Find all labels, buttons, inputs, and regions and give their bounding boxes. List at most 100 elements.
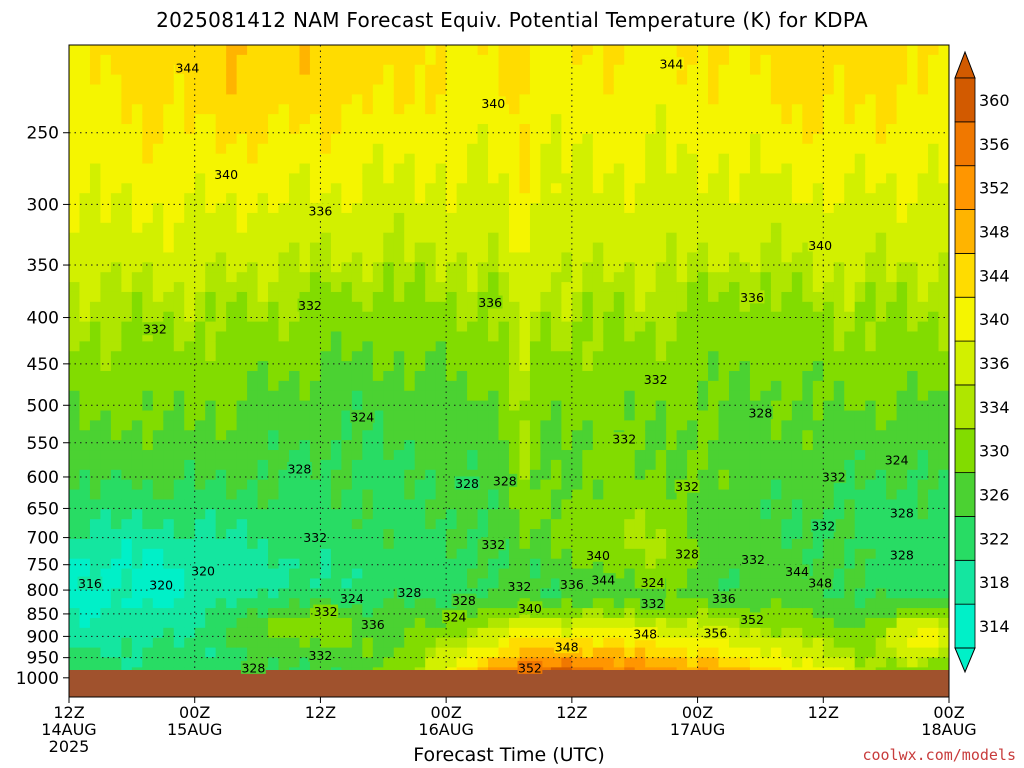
field-cell <box>645 637 657 649</box>
field-cell <box>152 232 164 244</box>
field-cell <box>718 558 730 570</box>
field-cell <box>247 54 259 66</box>
field-cell <box>320 588 332 599</box>
field-cell <box>226 311 238 323</box>
field-cell <box>435 311 447 323</box>
field-cell <box>152 114 164 125</box>
field-cell <box>121 647 133 659</box>
field-cell <box>100 390 112 402</box>
field-cell <box>708 301 720 313</box>
field-cell <box>320 331 332 342</box>
field-cell <box>770 529 782 540</box>
field-cell <box>320 84 332 95</box>
field-cell <box>194 479 206 491</box>
field-cell <box>89 54 102 66</box>
field-cell <box>341 608 353 619</box>
field-cell <box>330 440 342 451</box>
field-cell <box>173 104 185 115</box>
field-cell <box>163 321 175 333</box>
field-cell <box>184 529 196 540</box>
field-cell <box>833 509 845 520</box>
field-cell <box>299 114 311 125</box>
field-cell <box>289 291 301 303</box>
field-cell <box>624 578 636 589</box>
field-cell <box>823 272 835 283</box>
field-cell <box>833 380 845 392</box>
field-cell <box>69 133 81 145</box>
field-cell <box>519 203 531 214</box>
field-cell <box>739 450 751 461</box>
field-cell <box>110 291 122 303</box>
field-cell <box>718 440 730 451</box>
field-cell <box>729 440 741 451</box>
field-cell <box>697 54 709 66</box>
field-cell <box>467 94 479 105</box>
field-cell <box>289 94 301 105</box>
field-cell <box>110 538 122 550</box>
field-cell <box>414 311 426 323</box>
field-cell <box>131 410 143 421</box>
field-cell <box>257 222 269 234</box>
field-cell <box>509 331 521 342</box>
field-cell <box>257 143 269 155</box>
field-cell <box>278 64 290 76</box>
field-cell <box>571 232 583 244</box>
field-cell <box>812 657 824 668</box>
field-cell <box>666 371 678 382</box>
field-cell <box>812 420 824 431</box>
field-cell <box>781 163 793 175</box>
field-cell <box>299 558 311 570</box>
field-cell <box>79 291 91 303</box>
field-cell <box>718 74 730 86</box>
field-cell <box>320 133 332 145</box>
field-cell <box>655 301 667 313</box>
field-cell <box>383 479 395 491</box>
field-cell <box>467 262 479 273</box>
field-cell <box>666 608 678 619</box>
field-cell <box>205 311 217 323</box>
field-cell <box>571 617 583 629</box>
field-cell <box>351 232 363 244</box>
field-cell <box>592 371 604 382</box>
field-cell <box>247 361 259 372</box>
field-cell <box>739 212 751 224</box>
field-cell <box>624 143 636 155</box>
field-cell <box>79 529 91 540</box>
field-cell <box>142 529 154 540</box>
field-cell <box>184 450 196 461</box>
field-cell <box>257 351 269 362</box>
field-cell <box>844 193 856 204</box>
field-cell <box>299 400 311 412</box>
field-cell <box>351 578 363 589</box>
field-cell <box>309 54 322 66</box>
field-cell <box>268 538 280 550</box>
field-cell <box>226 114 238 125</box>
field-cell <box>173 341 185 352</box>
field-cell <box>760 657 772 668</box>
field-cell <box>823 54 835 66</box>
field-cell <box>79 282 91 293</box>
field-cell <box>289 351 301 362</box>
field-cell <box>739 94 751 105</box>
field-cell <box>488 637 500 649</box>
field-cell <box>330 64 342 76</box>
field-cell <box>110 84 122 95</box>
field-cell <box>131 321 143 333</box>
field-cell <box>561 657 573 668</box>
field-cell <box>414 371 426 382</box>
field-cell <box>236 489 248 501</box>
field-cell <box>833 94 845 105</box>
field-cell <box>655 479 667 491</box>
field-cell <box>540 341 552 352</box>
field-cell <box>791 489 803 501</box>
field-cell <box>519 430 531 441</box>
field-cell <box>833 410 845 421</box>
field-cell <box>257 341 269 352</box>
field-cell <box>215 74 227 86</box>
field-cell <box>676 94 688 105</box>
field-cell <box>729 45 741 56</box>
field-cell <box>435 479 447 491</box>
field-cell <box>592 410 604 421</box>
field-cell <box>582 193 594 204</box>
field-cell <box>823 163 835 175</box>
